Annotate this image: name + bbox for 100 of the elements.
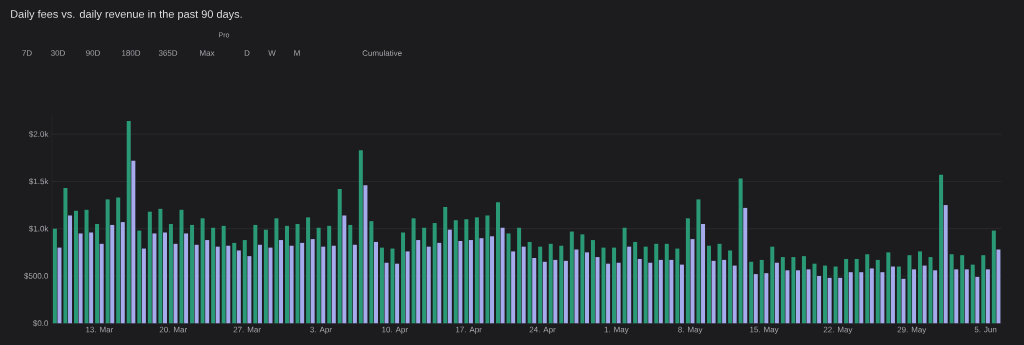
bar: [559, 245, 564, 324]
bar: [806, 269, 811, 324]
bar: [373, 241, 378, 324]
bar: [996, 249, 1001, 324]
bar: [981, 255, 986, 324]
bar: [527, 241, 532, 324]
bar: [848, 272, 853, 324]
bar: [590, 240, 595, 324]
bar: [331, 245, 336, 324]
bar: [907, 255, 912, 324]
bar: [116, 197, 121, 324]
bar: [901, 278, 906, 324]
bar: [263, 229, 268, 324]
bar: [369, 221, 374, 324]
bar: [658, 259, 663, 324]
bar: [801, 256, 806, 324]
bar: [401, 232, 406, 324]
bar: [105, 199, 110, 324]
bar: [542, 261, 547, 324]
bar: [711, 260, 716, 324]
bar: [743, 207, 748, 324]
bar: [422, 227, 427, 324]
bar: [321, 246, 326, 324]
bar: [168, 223, 173, 324]
bar: [190, 224, 195, 324]
bar: [922, 265, 927, 324]
bar: [943, 205, 948, 324]
bar: [696, 199, 701, 324]
bar: [426, 246, 431, 324]
bar: [896, 266, 901, 324]
bar: [675, 248, 680, 324]
bar: [352, 244, 357, 324]
bar: [838, 277, 843, 324]
bar: [416, 240, 421, 324]
bar: [295, 223, 300, 324]
bar: [563, 260, 568, 324]
bar: [538, 246, 543, 324]
bar: [517, 227, 522, 324]
bar: [194, 244, 199, 324]
bar: [869, 268, 874, 324]
bar: [211, 227, 216, 324]
bar: [854, 258, 859, 324]
bar: [817, 275, 822, 324]
bar: [95, 223, 100, 324]
bar: [643, 246, 648, 324]
bar: [300, 242, 305, 324]
bar: [859, 272, 864, 324]
bar: [865, 254, 870, 324]
bar: [184, 233, 189, 324]
bar: [606, 263, 611, 324]
bar: [580, 234, 585, 324]
chart-title: Daily fees vs. daily revenue in the past 90 days.: [11, 9, 242, 21]
bar: [717, 243, 722, 324]
bar: [791, 257, 796, 324]
bar: [447, 229, 452, 324]
bar: [306, 217, 311, 324]
bar: [654, 243, 659, 324]
bar: [548, 243, 553, 324]
bar: [954, 269, 959, 324]
bar: [120, 222, 125, 324]
bar: [468, 240, 473, 324]
bar: [833, 266, 838, 324]
bar: [506, 233, 511, 324]
bar: [348, 224, 353, 324]
bar: [432, 223, 437, 324]
bar: [236, 250, 241, 324]
bar: [511, 251, 516, 324]
bar: [158, 208, 163, 324]
bar: [584, 252, 589, 324]
bar: [162, 232, 167, 324]
bar: [928, 257, 933, 324]
bar: [759, 259, 764, 324]
bar: [616, 262, 621, 324]
bar: [648, 262, 653, 324]
bar: [770, 246, 775, 324]
bar: [975, 276, 980, 324]
bar: [795, 270, 800, 324]
bar: [960, 255, 965, 324]
bar: [215, 246, 220, 324]
bar: [284, 225, 289, 324]
bar: [458, 241, 463, 324]
bar: [949, 254, 954, 324]
bar: [327, 225, 332, 324]
bar: [141, 248, 146, 324]
bar: [137, 230, 142, 324]
bar: [279, 240, 284, 324]
bar: [823, 265, 828, 324]
bar: [232, 242, 237, 324]
bar: [939, 174, 944, 324]
bar: [221, 225, 226, 324]
bar: [706, 245, 711, 324]
bar: [411, 218, 416, 324]
bar: [78, 233, 83, 324]
bar: [690, 239, 695, 324]
bar: [627, 246, 632, 324]
bar: [443, 206, 448, 324]
bar: [110, 224, 115, 324]
bar: [875, 259, 880, 324]
bar: [84, 209, 89, 324]
bar: [532, 258, 537, 324]
